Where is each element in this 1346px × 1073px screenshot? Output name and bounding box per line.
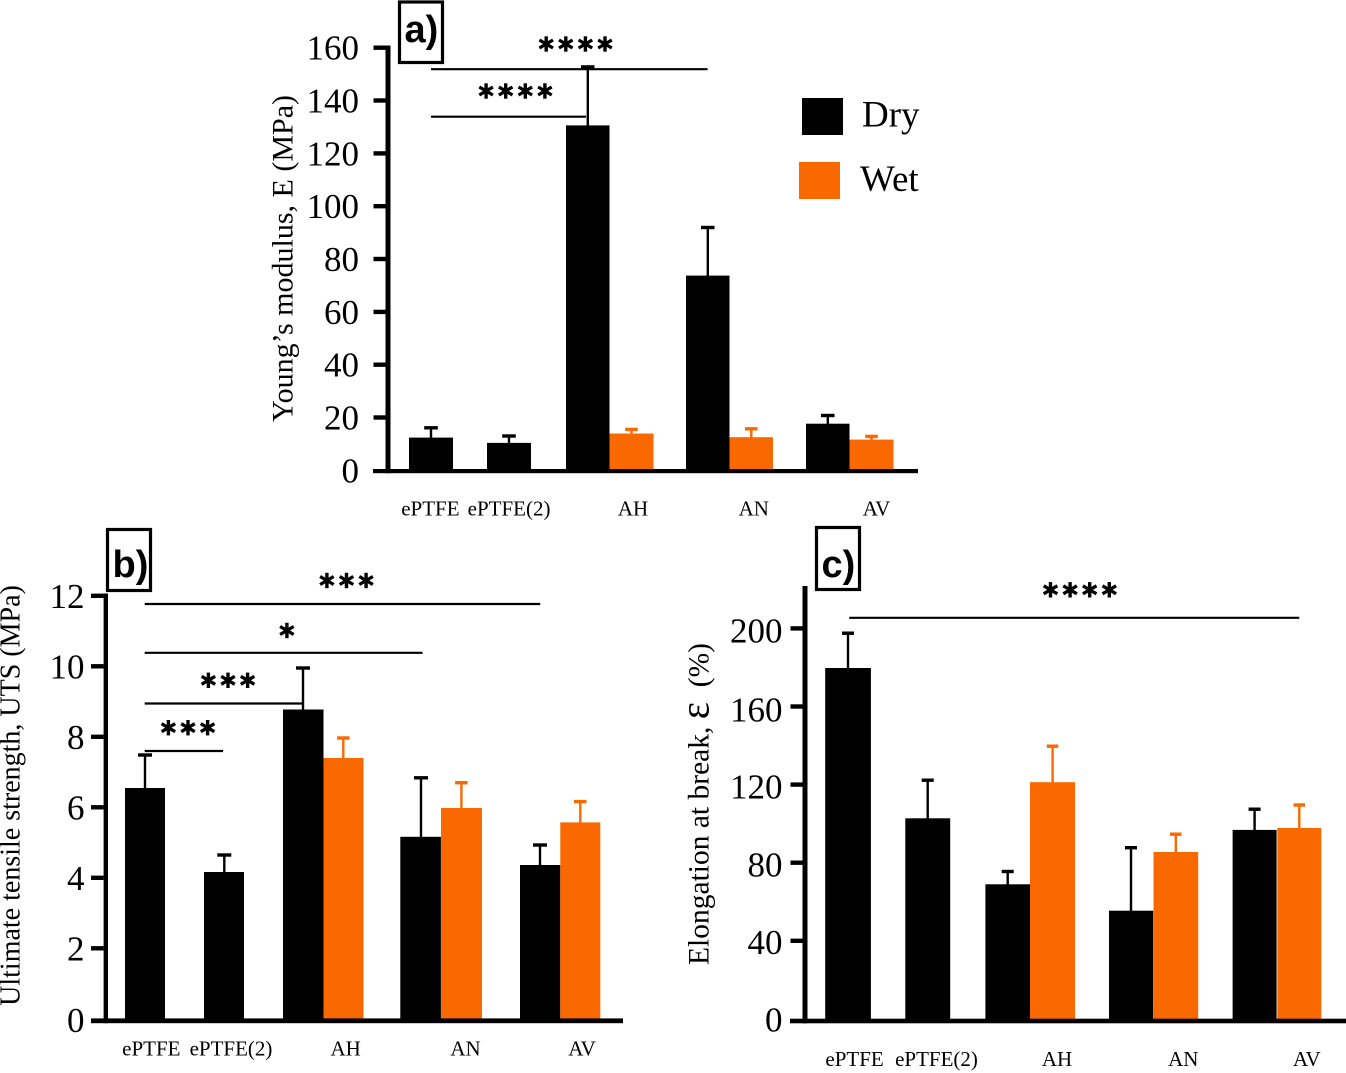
svg-text:AN: AN (1168, 1047, 1198, 1071)
svg-text:8: 8 (67, 718, 85, 757)
svg-text:AN: AN (739, 497, 769, 521)
svg-text:160: 160 (307, 29, 360, 68)
svg-text:12: 12 (50, 577, 85, 616)
svg-text:a): a) (405, 9, 439, 51)
svg-text:Young’s modulus, E (MPa): Young’s modulus, E (MPa) (267, 95, 300, 422)
svg-text:120: 120 (307, 134, 360, 173)
svg-text:60: 60 (324, 293, 359, 332)
svg-text:40: 40 (748, 923, 783, 962)
svg-text:80: 80 (324, 240, 359, 279)
svg-text:6: 6 (67, 788, 85, 827)
svg-text:AV: AV (1293, 1047, 1321, 1071)
svg-text:AV: AV (568, 1037, 596, 1061)
svg-text:ePTFE: ePTFE (401, 497, 459, 521)
svg-text:80: 80 (748, 846, 783, 885)
svg-text:40: 40 (324, 346, 359, 385)
svg-text:Wet: Wet (860, 159, 919, 200)
svg-text:ePTFE: ePTFE (122, 1037, 180, 1061)
svg-text:4: 4 (67, 859, 85, 898)
svg-text:0: 0 (342, 451, 360, 490)
svg-text:0: 0 (765, 1001, 783, 1040)
svg-text:20: 20 (324, 399, 359, 438)
svg-text:200: 200 (730, 611, 783, 650)
svg-text:140: 140 (307, 82, 360, 121)
svg-text:AH: AH (331, 1037, 361, 1061)
svg-text:b): b) (113, 544, 149, 586)
svg-text:AH: AH (618, 497, 648, 521)
svg-text:AH: AH (1042, 1047, 1072, 1071)
svg-text:10: 10 (50, 647, 85, 686)
svg-text:ePTFE(2): ePTFE(2) (468, 497, 551, 521)
svg-text:Dry: Dry (862, 95, 920, 136)
svg-text:0: 0 (67, 1001, 85, 1040)
svg-text:AN: AN (450, 1037, 480, 1061)
svg-text:2: 2 (67, 929, 85, 968)
svg-text:120: 120 (730, 768, 783, 807)
svg-text:Ultimate tensile strength, UTS: Ultimate tensile strength, UTS (MPa) (0, 585, 27, 1006)
svg-text:c): c) (822, 544, 856, 586)
svg-text:160: 160 (730, 691, 783, 730)
svg-text:100: 100 (307, 187, 360, 226)
svg-text:ePTFE: ePTFE (825, 1047, 883, 1071)
svg-text:AV: AV (863, 497, 891, 521)
svg-text:ePTFE(2): ePTFE(2) (895, 1047, 978, 1071)
svg-text:ePTFE(2): ePTFE(2) (190, 1037, 273, 1061)
